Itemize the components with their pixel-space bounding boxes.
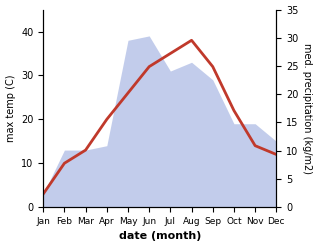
Y-axis label: max temp (C): max temp (C) — [5, 75, 16, 142]
X-axis label: date (month): date (month) — [119, 231, 201, 242]
Y-axis label: med. precipitation (kg/m2): med. precipitation (kg/m2) — [302, 43, 313, 174]
